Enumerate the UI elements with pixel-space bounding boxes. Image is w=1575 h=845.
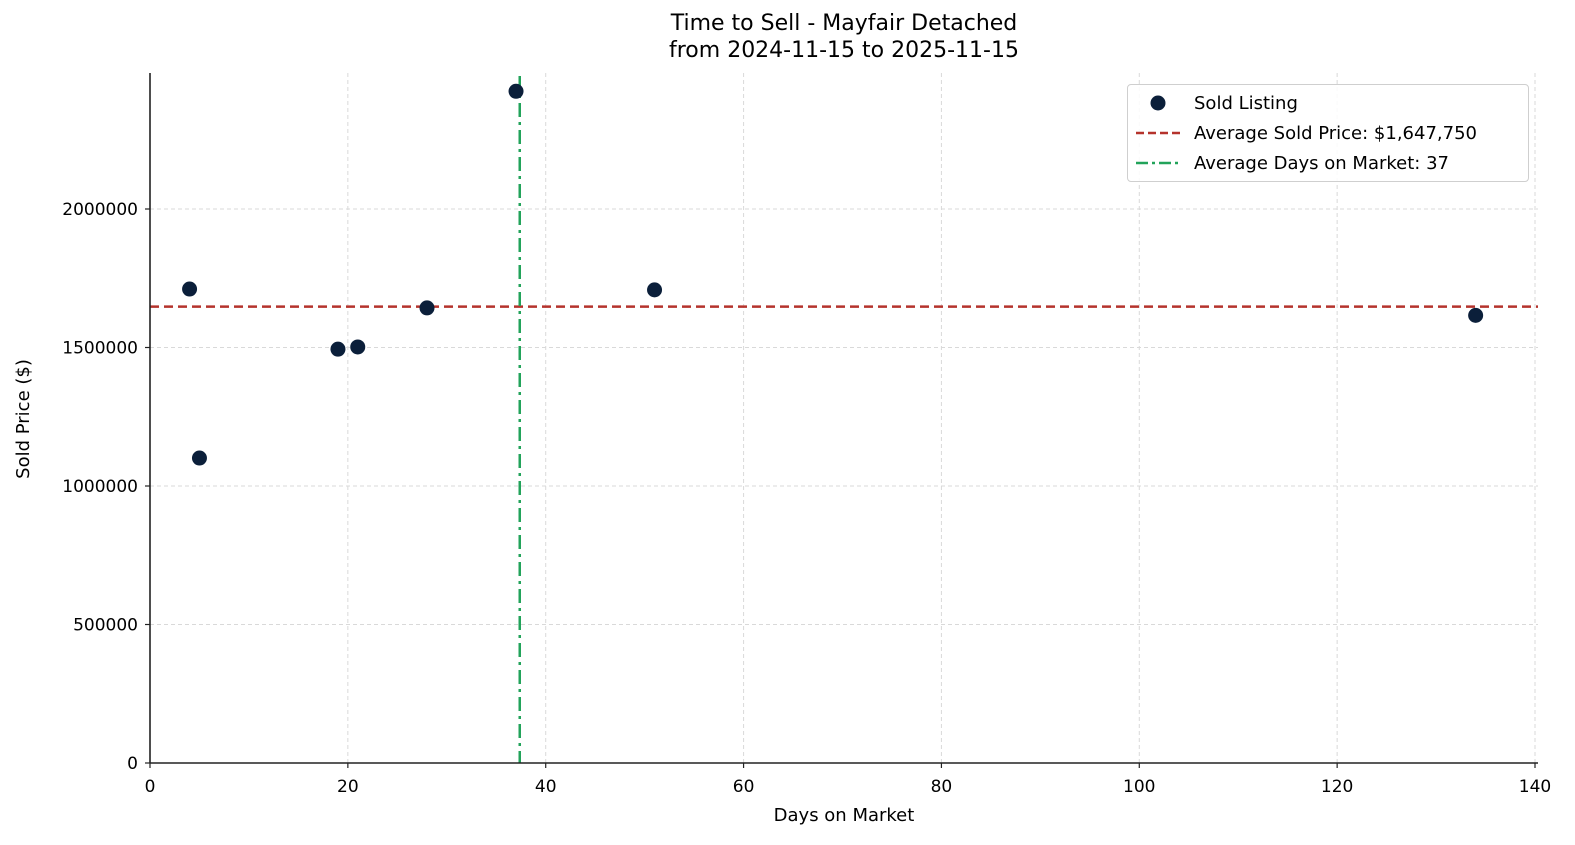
y-tick-label: 500000 bbox=[73, 616, 138, 636]
x-tick-label: 80 bbox=[931, 777, 953, 797]
axes bbox=[145, 73, 1538, 768]
legend-label: Average Days on Market: 37 bbox=[1194, 153, 1449, 174]
legend-label: Sold Listing bbox=[1194, 93, 1298, 114]
y-axis-label: Sold Price ($) bbox=[13, 359, 34, 479]
chart-subtitle: from 2024-11-15 to 2025-11-15 bbox=[669, 38, 1019, 63]
legend: Sold Listing Average Sold Price: $1,647,… bbox=[1127, 84, 1529, 182]
data-point bbox=[647, 282, 663, 298]
data-points bbox=[182, 83, 1484, 466]
x-tick-label: 40 bbox=[535, 777, 557, 797]
chart-title: Time to Sell - Mayfair Detached bbox=[670, 11, 1018, 36]
y-tick-label: 0 bbox=[127, 754, 138, 774]
y-tick-label: 2000000 bbox=[62, 200, 138, 220]
data-point bbox=[508, 83, 524, 99]
dot-marker-icon bbox=[1150, 95, 1166, 111]
x-tick-label: 140 bbox=[1519, 777, 1551, 797]
data-point bbox=[419, 300, 435, 316]
y-tick-label: 1000000 bbox=[62, 477, 138, 497]
dashed-line-icon bbox=[1136, 131, 1180, 135]
legend-item-sold-listing: Sold Listing bbox=[1128, 89, 1528, 119]
tick-labels: 0 20 40 60 80 100 120 140 0 500000 1000000 1500000 2… bbox=[62, 200, 1551, 797]
data-point bbox=[1468, 307, 1484, 323]
reference-lines bbox=[150, 76, 1538, 763]
data-point bbox=[182, 281, 198, 297]
data-point bbox=[330, 341, 346, 357]
chart-title-block: Time to Sell - Mayfair Detached from 202… bbox=[150, 10, 1538, 64]
x-axis-label: Days on Market bbox=[774, 805, 915, 826]
legend-item-average-days: Average Days on Market: 37 bbox=[1128, 149, 1528, 179]
x-tick-label: 0 bbox=[145, 777, 156, 797]
legend-label: Average Sold Price: $1,647,750 bbox=[1194, 123, 1477, 144]
y-tick-label: 1500000 bbox=[62, 339, 138, 359]
legend-item-average-price: Average Sold Price: $1,647,750 bbox=[1128, 119, 1528, 149]
dashdot-line-icon bbox=[1136, 161, 1180, 165]
grid-lines bbox=[149, 73, 1538, 764]
x-tick-label: 120 bbox=[1321, 777, 1353, 797]
x-tick-label: 60 bbox=[733, 777, 755, 797]
data-point bbox=[191, 450, 207, 466]
x-tick-label: 100 bbox=[1123, 777, 1155, 797]
data-point bbox=[350, 339, 366, 355]
x-tick-label: 20 bbox=[337, 777, 359, 797]
